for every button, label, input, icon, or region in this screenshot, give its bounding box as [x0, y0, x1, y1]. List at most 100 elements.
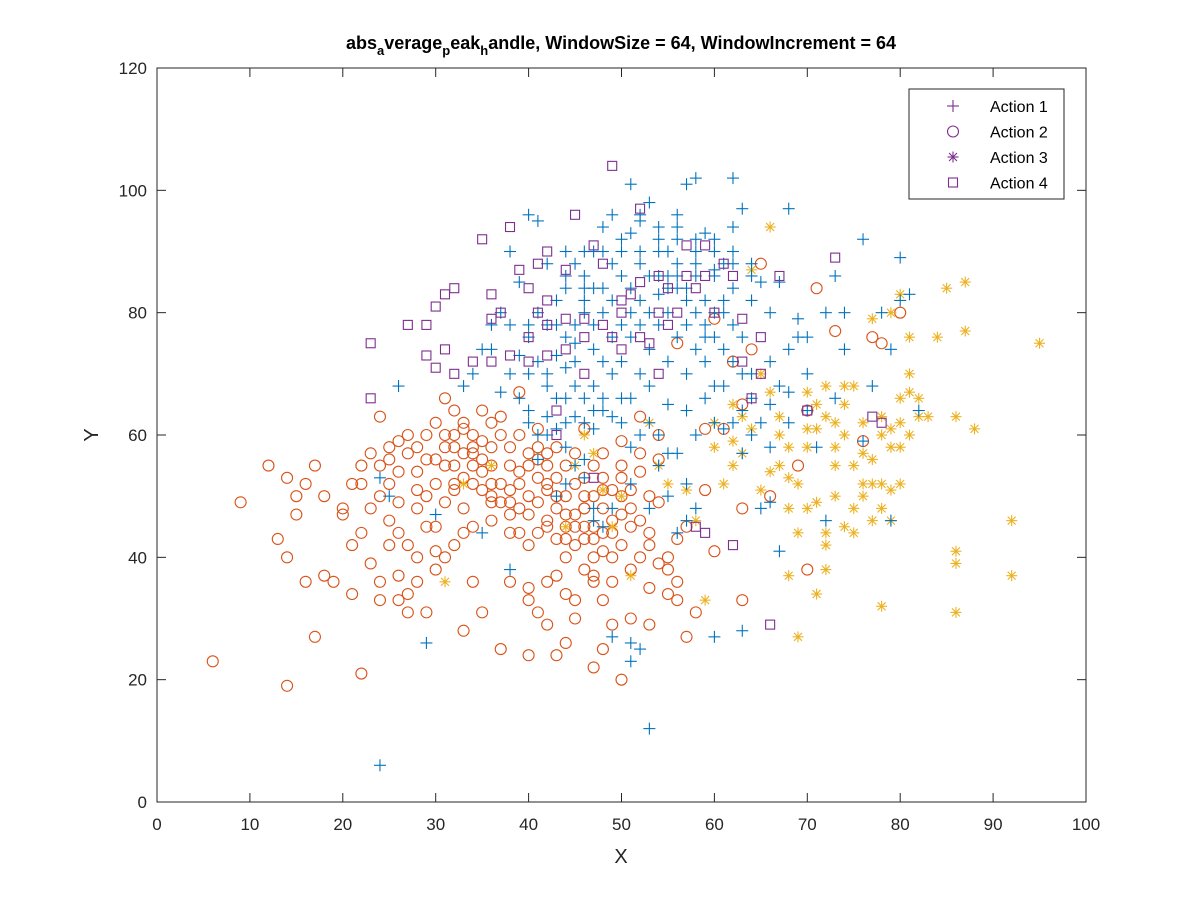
marker-stroke	[523, 332, 534, 343]
data-point-action-1	[754, 502, 767, 515]
marker-stroke	[587, 575, 600, 588]
marker-stroke	[346, 539, 359, 552]
marker-stroke	[587, 569, 600, 582]
marker-stroke	[336, 502, 349, 515]
data-point-action-1	[708, 416, 721, 429]
data-point-action-2	[550, 471, 563, 484]
data-point-action-3	[903, 331, 915, 343]
data-point-action-2	[476, 453, 489, 466]
data-point-action-1	[624, 227, 637, 240]
marker-stroke	[578, 563, 591, 576]
data-point-action-1	[624, 441, 637, 454]
marker-stroke	[821, 528, 831, 538]
marker-stroke	[421, 319, 432, 330]
data-point-action-2	[875, 337, 888, 350]
marker-stroke	[476, 483, 489, 497]
data-point-action-2	[531, 606, 544, 619]
plot-points	[206, 160, 1046, 772]
data-point-action-3	[866, 515, 878, 527]
marker-stroke	[615, 471, 628, 484]
data-point-action-1	[587, 380, 600, 393]
data-point-action-3	[811, 398, 823, 410]
marker-stroke	[643, 618, 656, 631]
x-tick-label: 20	[333, 815, 352, 834]
data-point-action-1	[736, 447, 749, 460]
data-point-action-3	[885, 441, 897, 453]
data-point-action-1	[661, 398, 674, 411]
data-point-action-1	[624, 655, 637, 668]
data-point-action-1	[643, 380, 656, 393]
data-point-action-2	[392, 526, 405, 539]
data-point-action-1	[587, 422, 600, 435]
marker-stroke	[411, 551, 424, 564]
data-point-action-4	[402, 319, 413, 330]
data-point-action-1	[764, 496, 777, 509]
y-tick-label: 120	[119, 59, 147, 78]
marker-stroke	[476, 404, 489, 417]
data-point-action-2	[355, 526, 368, 539]
data-point-action-1	[587, 343, 600, 356]
marker-stroke	[327, 575, 340, 588]
data-point-action-4	[579, 332, 590, 343]
data-point-action-1	[680, 477, 693, 490]
data-point-action-2	[373, 575, 387, 588]
marker-stroke	[579, 332, 590, 343]
marker-stroke	[866, 331, 879, 344]
data-point-action-1	[578, 306, 591, 319]
marker-stroke	[587, 532, 600, 546]
marker-stroke	[438, 392, 452, 405]
data-point-action-1	[884, 514, 897, 527]
data-point-action-1	[531, 453, 544, 466]
data-point-action-2	[559, 551, 572, 564]
data-point-action-2	[550, 569, 563, 582]
marker-stroke	[756, 485, 766, 495]
data-point-action-1	[764, 355, 777, 368]
marker-stroke	[401, 539, 414, 552]
data-point-action-1	[643, 269, 656, 282]
data-point-action-2	[541, 575, 554, 588]
data-point-action-2	[346, 587, 359, 601]
data-point-action-4	[439, 344, 451, 355]
data-point-action-1	[606, 410, 619, 423]
marker-stroke	[877, 601, 886, 611]
marker-stroke	[876, 417, 887, 428]
marker-stroke	[392, 465, 405, 478]
data-point-action-2	[503, 575, 517, 588]
chart-title-part: h	[480, 43, 488, 58]
data-point-action-2	[401, 447, 414, 460]
marker-stroke	[383, 441, 396, 454]
data-point-action-1	[717, 294, 730, 307]
data-point-action-1	[782, 386, 795, 399]
data-point-action-2	[448, 483, 461, 497]
marker-stroke	[522, 649, 535, 662]
data-point-action-2	[503, 441, 517, 454]
data-point-action-1	[569, 459, 582, 472]
data-point-action-1	[726, 221, 739, 234]
marker-stroke	[737, 356, 748, 367]
data-point-action-1	[829, 392, 842, 405]
marker-stroke	[290, 508, 303, 521]
marker-stroke	[542, 350, 553, 361]
data-point-action-1	[476, 526, 489, 539]
data-point-action-3	[783, 502, 795, 514]
data-point-action-4	[727, 270, 739, 282]
data-point-action-2	[308, 630, 321, 643]
marker-stroke	[589, 449, 598, 458]
data-point-action-1	[624, 636, 637, 649]
data-point-action-4	[560, 313, 571, 324]
data-point-action-2	[513, 465, 526, 478]
data-point-action-2	[596, 594, 609, 607]
data-point-action-1	[420, 636, 433, 649]
data-point-action-1	[559, 282, 572, 295]
data-point-action-1	[689, 172, 702, 185]
data-point-action-2	[801, 563, 814, 576]
data-point-action-1	[726, 282, 739, 295]
marker-stroke	[466, 428, 479, 442]
data-point-action-1	[531, 355, 544, 368]
data-point-action-3	[458, 478, 470, 490]
data-point-action-1	[838, 306, 851, 319]
marker-stroke	[550, 649, 563, 662]
marker-stroke	[355, 459, 368, 472]
marker-stroke	[271, 532, 284, 546]
data-point-action-4	[504, 350, 516, 361]
